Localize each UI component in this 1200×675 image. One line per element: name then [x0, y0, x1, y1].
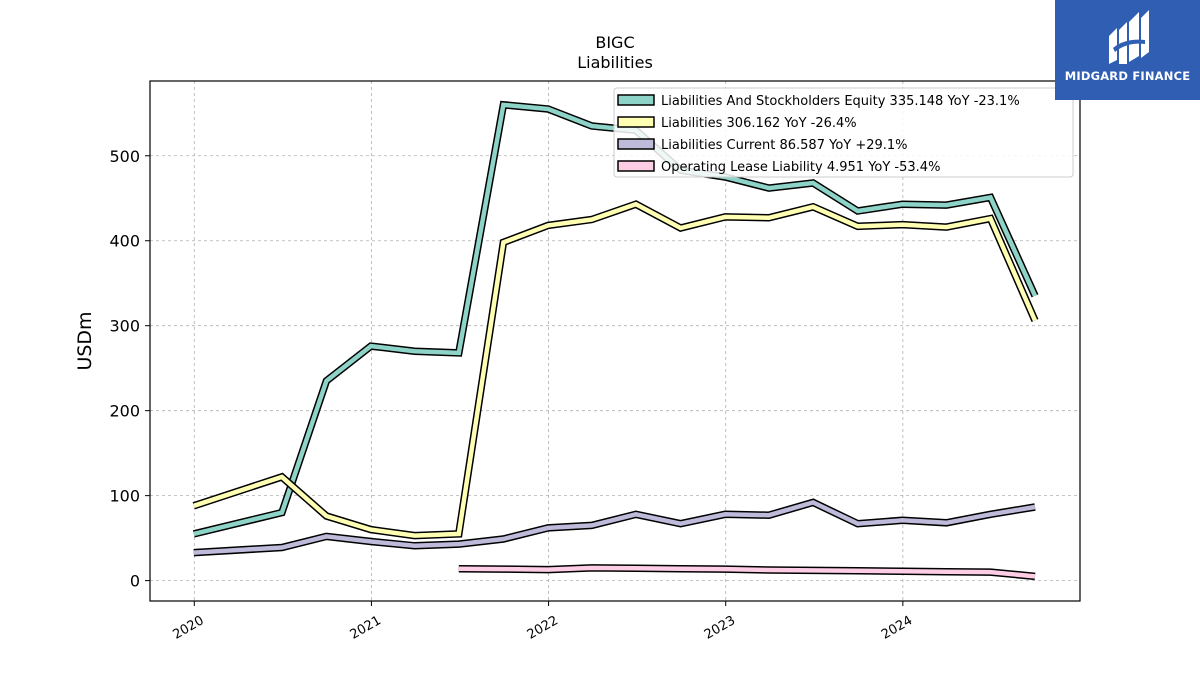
legend-entry: Operating Lease Liability 4.951 YoY -53.… — [661, 160, 940, 175]
series-line-operating-lease-liability — [458, 565, 1036, 579]
logo-mark-icon — [1109, 10, 1149, 64]
y-tick-label: 100 — [109, 487, 140, 506]
y-tick-label: 500 — [109, 147, 140, 166]
legend-entry: Liabilities And Stockholders Equity 335.… — [661, 94, 1020, 109]
plot-area-frame — [149, 80, 1081, 602]
brand-name: MIDGARD FINANCE — [1064, 69, 1191, 83]
series-outline — [192, 200, 1039, 540]
legend-entry: Liabilities 306.162 YoY -26.4% — [661, 116, 857, 131]
y-tick-label: 200 — [109, 402, 140, 421]
x-tick-label: 2023 — [702, 613, 738, 643]
chart-subtitle: Liabilities — [577, 53, 653, 72]
midgard-finance-logo: MIDGARD FINANCE — [1055, 0, 1200, 100]
legend: Liabilities And Stockholders Equity 335.… — [613, 87, 1074, 178]
legend-swatch — [617, 94, 655, 106]
legend-entry: Liabilities Current 86.587 YoY +29.1% — [661, 138, 908, 153]
x-tick-label: 2022 — [525, 613, 561, 643]
x-tick-label: 2020 — [170, 613, 206, 643]
legend-box — [613, 87, 1074, 178]
y-axis-label: USDm — [74, 311, 96, 370]
legend-swatch — [617, 160, 655, 172]
legend-swatch — [617, 138, 655, 150]
x-tick-label: 2021 — [348, 613, 384, 643]
y-tick-label: 400 — [109, 232, 140, 251]
y-tick-label: 300 — [109, 317, 140, 336]
series-line-liabilities — [193, 201, 1038, 538]
series-line-liabilities-current — [193, 500, 1036, 555]
legend-swatch — [617, 116, 655, 128]
x-tick-label: 2024 — [879, 613, 915, 643]
y-tick-label: 0 — [130, 572, 140, 591]
chart-title: BIGC — [595, 33, 634, 52]
